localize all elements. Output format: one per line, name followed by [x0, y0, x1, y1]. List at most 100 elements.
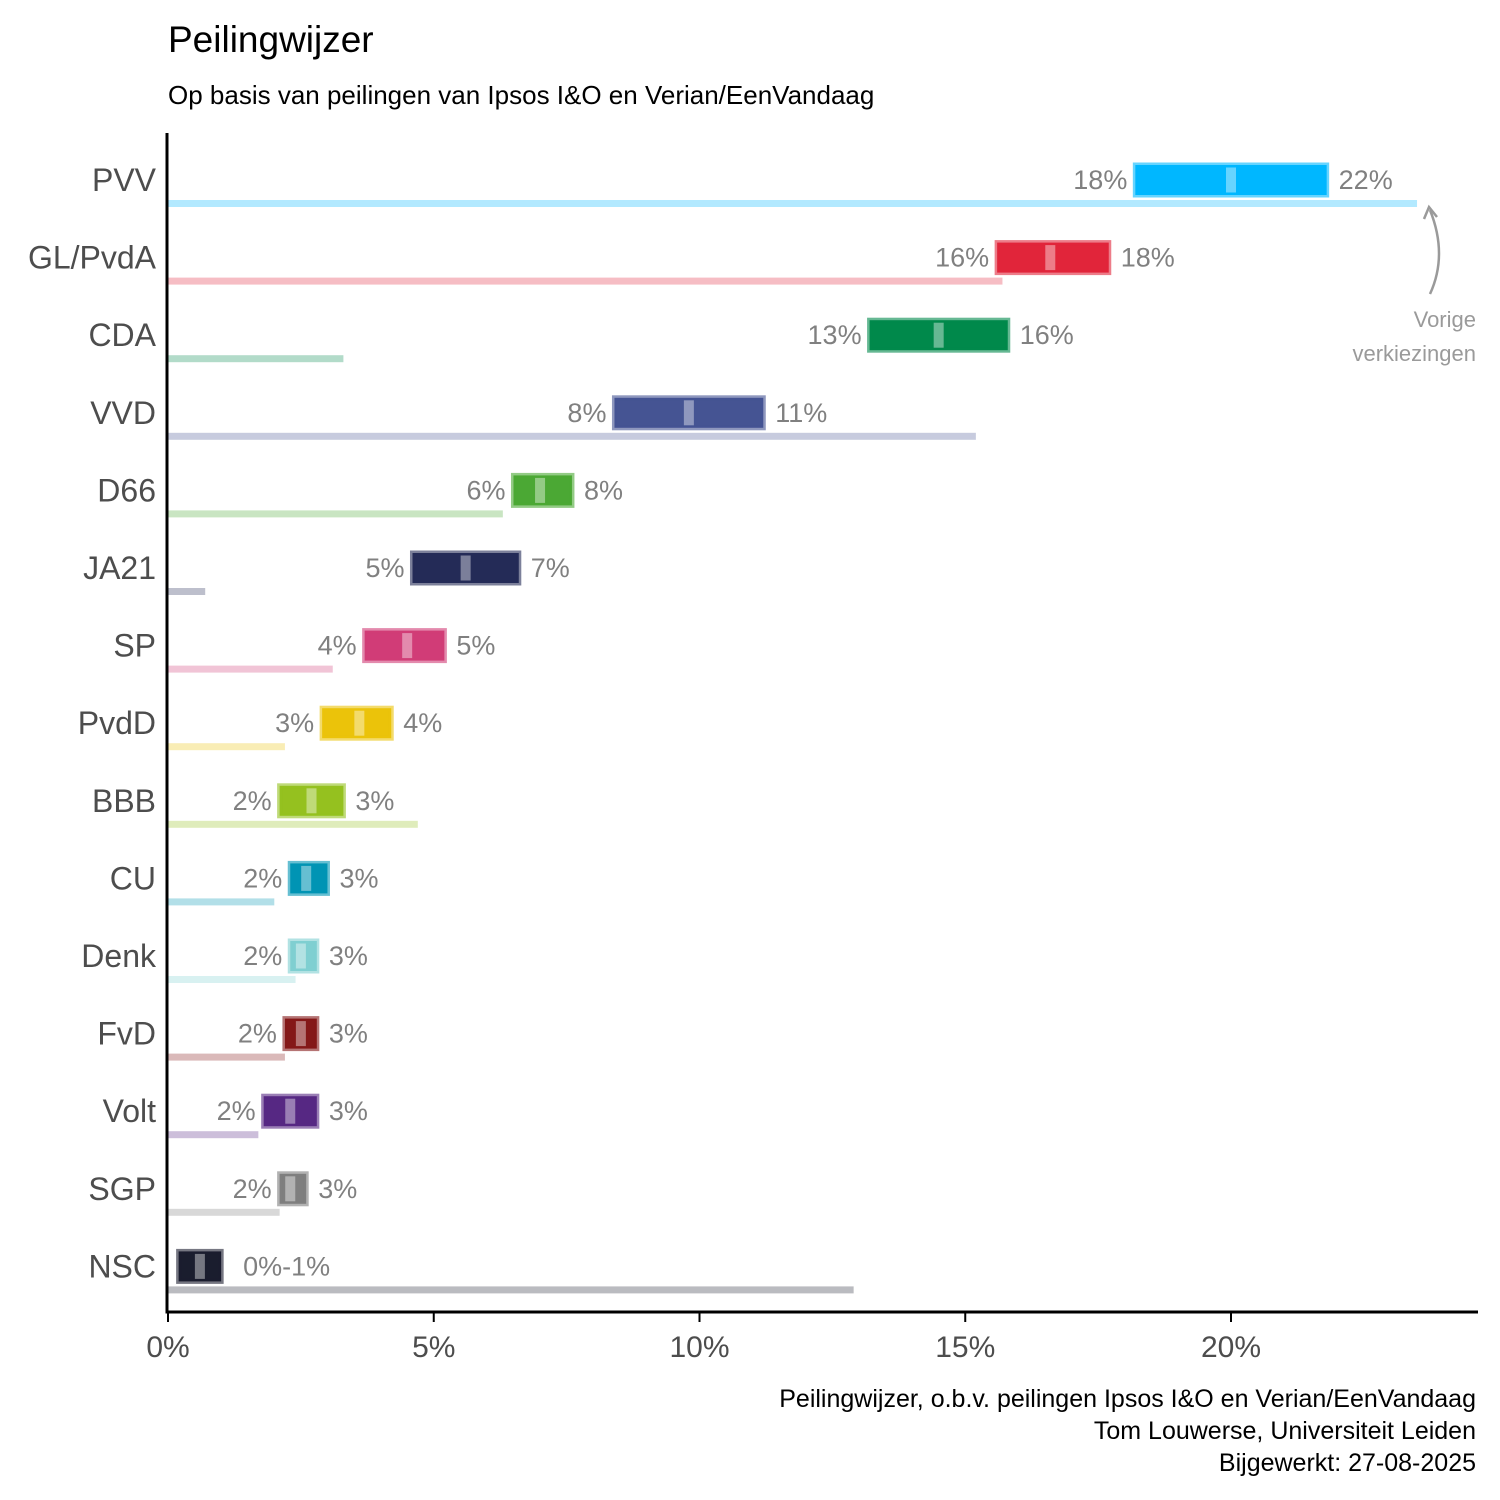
party-row: BBB 2% 3%	[92, 783, 418, 828]
poll-estimate-marker	[295, 943, 306, 969]
poll-estimate-marker	[285, 1176, 296, 1202]
low-value-label: 16%	[935, 243, 989, 273]
party-row: VVD 8% 11%	[90, 395, 976, 440]
poll-range-bar	[611, 395, 766, 431]
poll-estimate-marker	[402, 633, 413, 659]
poll-estimate-marker	[460, 555, 471, 581]
x-tick-label: 20%	[1201, 1331, 1261, 1364]
party-label: NSC	[88, 1248, 156, 1284]
poll-range-bar	[287, 860, 330, 896]
party-row: NSC 0%-1%	[88, 1248, 854, 1294]
high-value-label: 0%-1%	[243, 1251, 330, 1281]
previous-result-bar	[168, 1208, 280, 1216]
party-row: FvD 2% 3%	[97, 1016, 368, 1061]
previous-result-bar	[168, 200, 1418, 207]
poll-range-bar	[510, 472, 575, 508]
poll-estimate-marker	[1045, 245, 1056, 271]
previous-result-bar	[168, 588, 206, 595]
poll-estimate-marker	[306, 788, 317, 814]
caption-line-1: Peilingwijzer, o.b.v. peilingen Ipsos I&…	[779, 1385, 1476, 1413]
party-label: PvdD	[78, 705, 156, 741]
previous-result-bar	[168, 976, 296, 983]
previous-result-bar	[168, 743, 285, 751]
low-value-label: 13%	[808, 320, 862, 350]
party-row: GL/PvdA 16% 18%	[28, 240, 1175, 285]
party-label: JA21	[83, 550, 156, 586]
party-label: SGP	[88, 1171, 156, 1207]
poll-range-bar	[282, 1016, 320, 1052]
party-label: PVV	[92, 162, 157, 198]
poll-range-bar	[176, 1248, 224, 1284]
poll-estimate-marker	[683, 400, 694, 426]
note-line-1: Vorige	[1414, 307, 1476, 332]
poll-range-bar	[867, 317, 1011, 353]
poll-range-bar	[277, 1171, 309, 1207]
high-value-label: 18%	[1121, 243, 1175, 273]
note-line-2: verkiezingen	[1352, 341, 1476, 366]
x-tick-label: 15%	[935, 1331, 995, 1364]
previous-result-bar	[168, 898, 275, 906]
poll-range-bar	[277, 783, 346, 819]
party-row: CU 2% 3%	[110, 860, 378, 906]
party-label: SP	[113, 628, 156, 664]
x-tick-label: 10%	[669, 1331, 729, 1364]
low-value-label: 18%	[1073, 165, 1127, 195]
high-value-label: 3%	[339, 863, 378, 893]
party-label: FvD	[97, 1016, 156, 1052]
previous-result-bar	[168, 1053, 285, 1061]
low-value-label: 2%	[243, 863, 282, 893]
low-value-label: 5%	[365, 553, 404, 583]
party-label: BBB	[92, 783, 156, 819]
party-rows: PVV 18% 22% GL/PvdA 16% 18% CDA 13% 16% VVD 8% 11% D…	[28, 162, 1418, 1294]
high-value-label: 3%	[318, 1174, 357, 1204]
high-value-label: 8%	[584, 475, 623, 505]
party-label: Volt	[103, 1093, 156, 1129]
low-value-label: 8%	[567, 398, 606, 428]
low-value-label: 2%	[233, 1174, 272, 1204]
poll-range-bar	[994, 240, 1112, 276]
previous-result-bar	[168, 355, 344, 363]
poll-estimate-marker	[354, 710, 365, 736]
party-label: D66	[97, 472, 156, 508]
party-row: CDA 13% 16%	[88, 317, 1074, 363]
poll-estimate-marker	[933, 322, 944, 348]
poll-estimate-marker	[1226, 167, 1236, 193]
party-label: VVD	[90, 395, 156, 431]
poll-estimate-marker	[285, 1098, 296, 1124]
low-value-label: 2%	[233, 786, 272, 816]
poll-range-bar	[261, 1093, 320, 1129]
party-row: D66 6% 8%	[97, 472, 623, 518]
party-label: CDA	[88, 317, 156, 353]
previous-result-bar	[168, 277, 1003, 285]
party-row: PVV 18% 22%	[92, 162, 1418, 207]
previous-result-bar	[168, 1131, 259, 1139]
chart-subtitle: Op basis van peilingen van Ipsos I&O en …	[168, 80, 874, 110]
low-value-label: 3%	[275, 708, 314, 738]
previous-result-bar	[168, 1286, 854, 1294]
low-value-label: 4%	[318, 631, 357, 661]
high-value-label: 16%	[1020, 320, 1074, 350]
party-label: GL/PvdA	[28, 240, 157, 276]
caption: Peilingwijzer, o.b.v. peilingen Ipsos I&…	[779, 1385, 1476, 1477]
caption-line-2: Tom Louwerse, Universiteit Leiden	[1094, 1417, 1476, 1445]
caption-line-3: Bijgewerkt: 27-08-2025	[1219, 1449, 1476, 1477]
party-row: Denk 2% 3%	[81, 938, 368, 983]
high-value-label: 7%	[531, 553, 570, 583]
previous-election-note: Vorige verkiezingen	[1352, 204, 1476, 366]
high-value-label: 3%	[329, 1019, 368, 1049]
high-value-label: 22%	[1339, 165, 1393, 195]
x-tick-label: 5%	[412, 1331, 455, 1364]
poll-range-bar	[319, 705, 394, 741]
curved-arrow-icon	[1428, 209, 1441, 295]
party-row: PvdD 3% 4%	[78, 705, 442, 751]
poll-range-bar	[1132, 162, 1330, 198]
x-axis-ticks: 0% 5% 10% 15% 20%	[146, 1313, 1261, 1364]
poll-range-bar	[362, 628, 447, 664]
poll-range-bar	[409, 550, 522, 586]
arrow-head-icon	[1422, 204, 1438, 220]
low-value-label: 6%	[466, 475, 505, 505]
poll-estimate-marker	[194, 1253, 205, 1279]
party-row: SGP 2% 3%	[88, 1171, 357, 1216]
high-value-label: 11%	[775, 398, 827, 428]
